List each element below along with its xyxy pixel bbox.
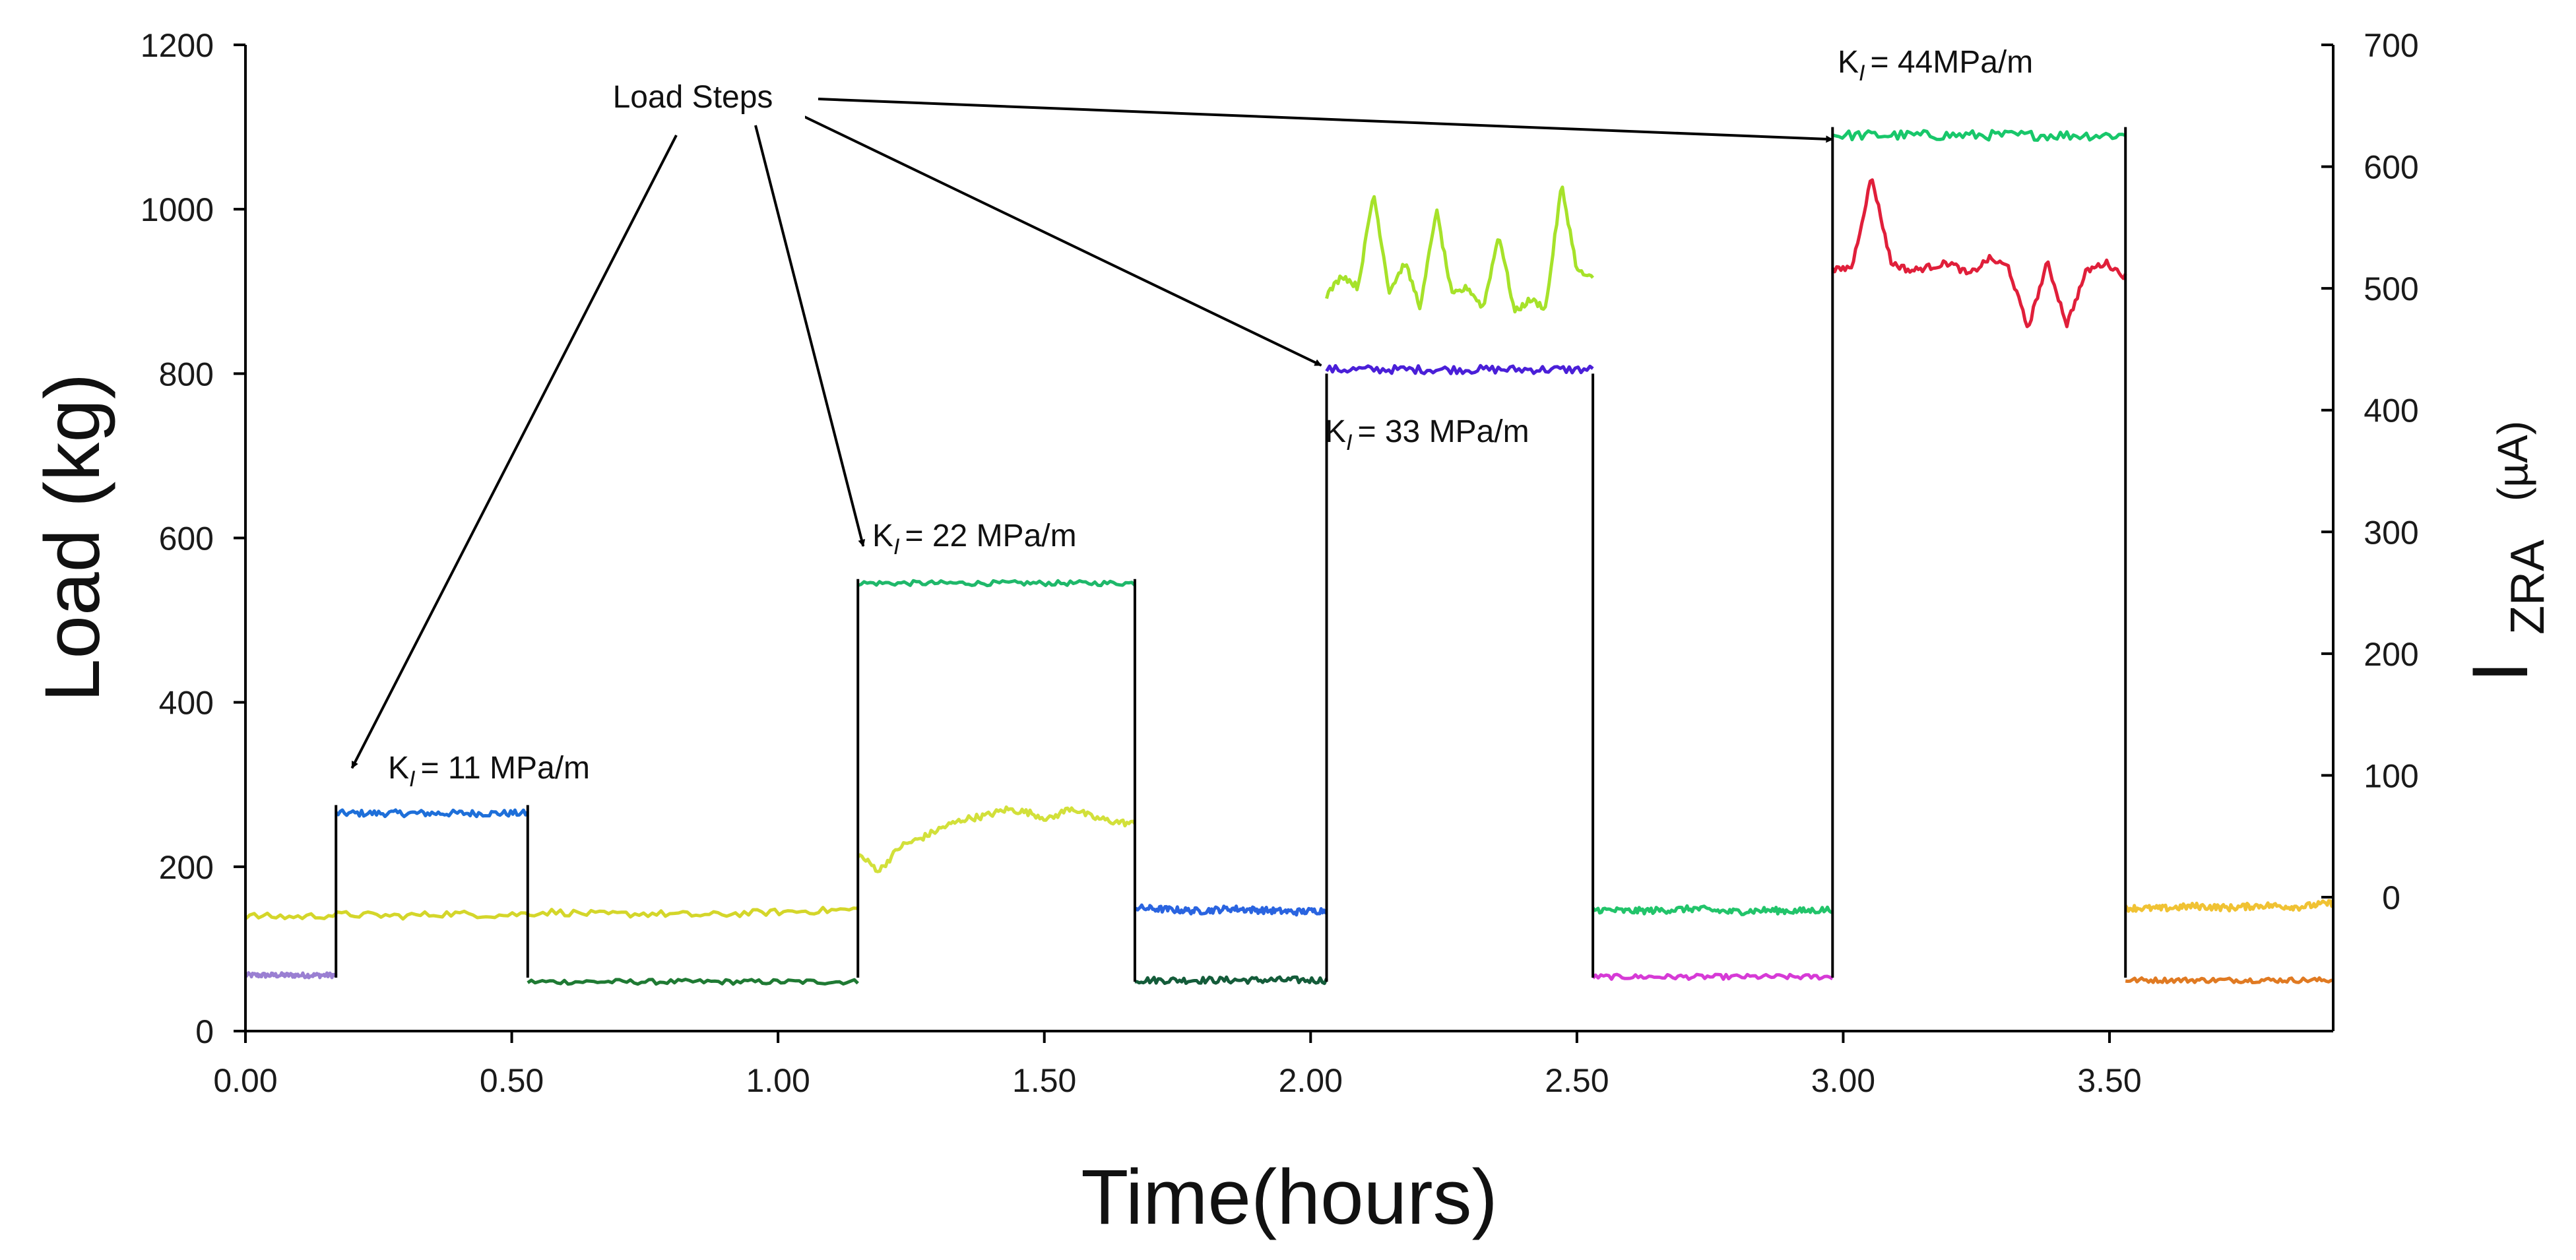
load-series-7 bbox=[1592, 972, 1834, 981]
right-y-axis-title: I ZRA (µA) bbox=[2456, 421, 2554, 683]
k2-annotation: KI = 22 MPa/m bbox=[872, 519, 1077, 559]
right-y-tick-label-8: 700 bbox=[2364, 27, 2418, 64]
x-tick-label-1: 0.00 bbox=[213, 1062, 277, 1099]
left-y-tick-label-4: 600 bbox=[159, 520, 214, 557]
right-y-tick-label-6: 500 bbox=[2364, 270, 2418, 307]
izra-series-6 bbox=[1831, 178, 2127, 329]
left-y-tick-label-7: 1200 bbox=[141, 27, 214, 64]
right-y-tick-label-3: 200 bbox=[2364, 636, 2418, 673]
k1-annotation: KI = 11 MPa/m bbox=[388, 751, 590, 792]
load-series-9 bbox=[2125, 976, 2334, 984]
right-y-tick-label-5: 400 bbox=[2364, 393, 2418, 429]
right-y-tick-label-1: 0 bbox=[2382, 879, 2400, 916]
left-y-tick-label-1: 0 bbox=[195, 1013, 214, 1050]
x-tick-label-7: 3.00 bbox=[1811, 1062, 1875, 1099]
x-axis-ticks: 0.00 0.50 1.00 1.50 2.00 2.50 3.00 3.50 bbox=[213, 1031, 2142, 1099]
right-y-axis-title-unit: (µA) bbox=[2489, 421, 2536, 501]
left-y-tick-label-6: 1000 bbox=[141, 191, 214, 228]
left-y-axis-ticks: 0 200 400 600 800 1000 1200 bbox=[141, 27, 245, 1050]
izra-series-3 bbox=[1133, 903, 1328, 917]
left-y-tick-label-2: 200 bbox=[159, 849, 214, 886]
right-y-tick-label-2: 100 bbox=[2364, 757, 2418, 794]
izra-series-1 bbox=[244, 906, 858, 921]
load-series-3 bbox=[527, 978, 859, 986]
x-tick-label-5: 2.00 bbox=[1279, 1062, 1343, 1099]
left-y-tick-label-3: 400 bbox=[159, 685, 214, 722]
load-step-arrow-4 bbox=[818, 98, 1834, 143]
izra-series-5 bbox=[1592, 904, 1834, 916]
izra-series-4 bbox=[1325, 185, 1594, 314]
data-series-group bbox=[243, 127, 2334, 986]
right-y-axis-ticks: 0 100 200 300 400 500 600 700 bbox=[2321, 27, 2419, 916]
right-y-axis-title-sub: ZRA bbox=[2501, 540, 2554, 635]
x-tick-label-6: 2.50 bbox=[1545, 1062, 1609, 1099]
x-tick-label-3: 1.00 bbox=[746, 1062, 810, 1099]
arrow-group bbox=[350, 98, 1834, 769]
load-series-8 bbox=[1832, 129, 2126, 142]
load-step-arrow-3 bbox=[801, 114, 1322, 367]
left-y-axis-title: Load (kg) bbox=[29, 373, 116, 703]
right-y-tick-label-7: 600 bbox=[2364, 149, 2418, 186]
load-series-1 bbox=[243, 971, 338, 980]
load-series-5 bbox=[1134, 975, 1328, 986]
x-tick-label-4: 1.50 bbox=[1012, 1062, 1076, 1099]
load-steps-label-bg bbox=[581, 74, 805, 121]
izra-series-7 bbox=[2124, 898, 2334, 913]
x-axis-title: Time(hours) bbox=[1081, 1154, 1498, 1241]
load-step-arrow-1 bbox=[350, 135, 678, 769]
load-step-arrow-2 bbox=[754, 125, 866, 548]
k3-annotation: KI = 33 MPa/m bbox=[1325, 414, 1530, 455]
load-steps-label: Load Steps bbox=[613, 80, 773, 115]
k4-annotation: KI = 44MPa/m bbox=[1838, 45, 2033, 86]
x-tick-label-2: 0.50 bbox=[480, 1062, 544, 1099]
x-tick-label-8: 3.50 bbox=[2077, 1062, 2141, 1099]
right-y-tick-label-4: 300 bbox=[2364, 514, 2418, 551]
izra-series-2 bbox=[856, 805, 1136, 873]
load-series-6 bbox=[1325, 363, 1594, 375]
load-series-4 bbox=[857, 579, 1136, 588]
load-series-2 bbox=[335, 808, 529, 819]
right-y-axis-title-main: I bbox=[2456, 661, 2544, 683]
left-y-tick-label-5: 800 bbox=[159, 356, 214, 393]
